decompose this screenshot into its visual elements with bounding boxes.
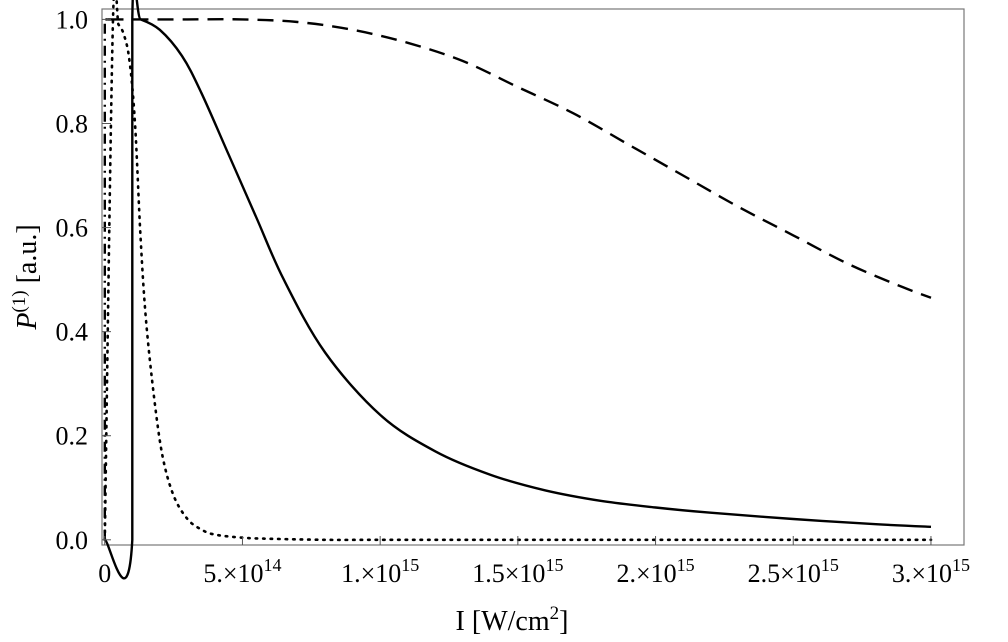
x-tick-label: 5.×1014 [203,555,281,588]
series-line-dashdot [103,18,108,540]
y-tick-label: 1.0 [56,5,89,34]
series-line-dashed [107,18,932,299]
series-line-dotted [103,0,933,542]
x-axis-title-main: I [W/cm [456,606,550,637]
y-tick-label: 0.6 [56,214,89,243]
y-axis-title-end: [a.u.] [12,224,43,290]
series-line-solid [103,0,932,580]
x-tick-label: 2.5×1015 [748,555,839,588]
x-axis-ticks: 0 5.×1014 1.×1015 1.5×1015 2.×1015 2.5×1015 3.… [98,536,970,588]
y-tick-label: 0.2 [56,422,89,451]
y-axis-title: P(1) [a.u.] [9,224,43,330]
x-tick-label: 1.×1015 [341,555,419,588]
x-axis-title: I [W/cm2] [456,603,569,637]
x-axis-title-superscript: 2 [550,603,560,624]
y-tick-label: 0.4 [56,318,89,347]
series-layer [103,0,933,580]
x-tick-label: 0 [98,559,111,588]
x-tick-label: 2.×1015 [616,555,694,588]
y-axis-title-main: P [12,313,43,331]
x-tick-label: 3.×1015 [892,555,970,588]
plot-frame [101,8,965,546]
y-tick-label: 0.0 [56,526,89,555]
x-axis-title-end: ] [559,606,568,637]
x-tick-label: 1.5×1015 [472,555,563,588]
y-axis-ticks: 0.0 0.2 0.4 0.6 0.8 1.0 [56,5,111,555]
y-tick-label: 0.8 [56,109,89,138]
y-axis-title-superscript: (1) [9,290,30,312]
